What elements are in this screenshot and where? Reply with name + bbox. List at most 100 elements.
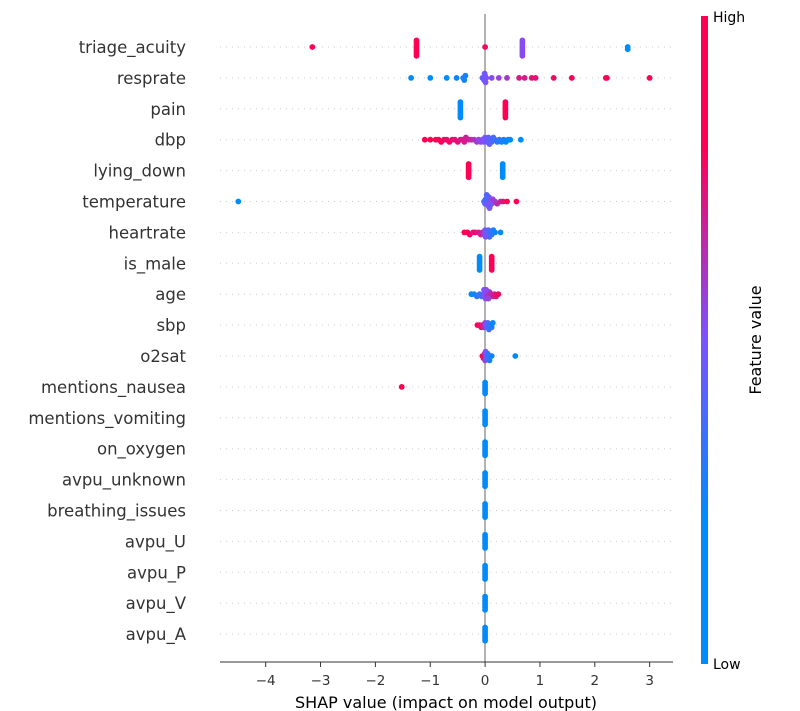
feature-label-age: age [155, 285, 186, 304]
point-resprate-0 [408, 75, 414, 81]
feature-label-temperature: temperature [82, 193, 186, 212]
x-tick-label-3: −1 [420, 673, 440, 689]
point-o2sat-9 [488, 353, 495, 359]
point-resprate-13 [488, 75, 495, 81]
point-age-18 [485, 295, 492, 302]
point-temperature-13 [482, 196, 489, 203]
point-resprate-6 [462, 72, 469, 79]
point-avpu-v-6 [482, 593, 488, 600]
point-dbp-1 [427, 136, 434, 143]
point-pain-7 [457, 114, 464, 121]
point-resprate-20 [550, 75, 557, 81]
feature-rows: triage_acuity resprate pain dbp lying_downte… [28, 38, 673, 645]
point-avpu-a-6 [482, 624, 488, 631]
colorbar-low-label: Low [713, 657, 741, 673]
feature-label-is-male: is_male [124, 254, 186, 274]
point-dbp-39 [517, 136, 524, 143]
point-mentions-vomiting-5 [482, 421, 488, 428]
x-tick-label-6: 2 [591, 673, 600, 689]
point-avpu-unknown-5 [482, 483, 488, 490]
x-tick-label-1: −3 [311, 673, 331, 689]
point-mentions-nausea-0 [398, 384, 405, 390]
point-breathing-issues-6 [482, 501, 488, 507]
colorbar-gradient [701, 16, 708, 664]
point-is-male-6 [476, 253, 483, 260]
point-breathing-issues-5 [482, 514, 488, 520]
point-avpu-unknown-6 [482, 470, 488, 476]
point-triage-acuity-0 [309, 44, 316, 50]
point-is-male-13 [488, 253, 495, 260]
feature-label-dbp: dbp [155, 131, 186, 150]
point-mentions-vomiting-6 [482, 408, 488, 415]
feature-label-triage-acuity: triage_acuity [79, 38, 187, 58]
feature-label-o2sat: o2sat [140, 347, 186, 366]
point-pain-15 [502, 114, 509, 121]
point-resprate-12 [481, 70, 488, 77]
x-tick-label-4: 0 [481, 673, 490, 689]
x-tick-label-5: 1 [536, 673, 545, 689]
feature-label-avpu-u: avpu_U [125, 532, 186, 552]
x-axis-ticks: −4 −3 −2 −1 0 1 2 3 [256, 662, 654, 689]
point-o2sat-10 [512, 353, 519, 359]
point-avpu-p-6 [482, 562, 488, 569]
point-resprate-23 [604, 75, 610, 81]
point-o2sat-8 [486, 357, 493, 364]
feature-label-mentions-vomiting: mentions_vomiting [28, 409, 186, 429]
point-resprate-3 [453, 75, 460, 81]
point-pain-6 [457, 99, 464, 106]
point-sbp-11 [488, 324, 495, 331]
point-avpu-p-5 [482, 576, 488, 582]
point-temperature-12 [483, 192, 490, 198]
point-temperature-20 [513, 198, 520, 205]
feature-label-pain: pain [150, 100, 186, 119]
point-mentions-nausea-6 [482, 390, 488, 397]
point-age-17 [495, 291, 502, 298]
point-pain-14 [502, 99, 509, 106]
point-resprate-10 [483, 75, 490, 81]
point-resprate-2 [443, 75, 450, 81]
feature-label-avpu-v: avpu_V [126, 594, 187, 614]
point-avpu-a-5 [482, 637, 488, 644]
feature-label-resprate: resprate [117, 69, 186, 88]
point-on-oxygen-6 [482, 439, 488, 445]
point-resprate-21 [568, 75, 575, 81]
point-dbp-38 [507, 136, 514, 143]
point-resprate-1 [427, 75, 434, 81]
point-sbp-12 [489, 320, 496, 326]
x-axis: −4 −3 −2 −1 0 1 2 3 SHAP value (impact on model… [220, 661, 673, 711]
feature-label-avpu-a: avpu_A [126, 625, 187, 645]
point-avpu-u-6 [482, 531, 488, 538]
point-triage-acuity-17 [519, 52, 526, 59]
point-avpu-v-5 [482, 606, 488, 613]
point-dbp-0 [421, 136, 428, 143]
point-resprate-24 [646, 75, 653, 81]
point-resprate-15 [504, 75, 510, 81]
point-temperature-19 [504, 198, 510, 205]
x-axis-title: SHAP value (impact on model output) [295, 693, 597, 711]
point-resprate-16 [516, 75, 522, 81]
x-tick-label-7: 3 [645, 673, 654, 689]
point-heartrate-18 [492, 229, 498, 236]
point-temperature-0 [235, 198, 242, 205]
point-is-male-5 [476, 267, 483, 273]
point-triage-acuity-8 [413, 52, 420, 59]
point-triage-acuity-19 [624, 46, 631, 53]
x-tick-label-0: −4 [256, 673, 276, 689]
point-resprate-14 [495, 75, 502, 81]
shap-points [235, 37, 653, 644]
feature-label-avpu-p: avpu_P [127, 563, 186, 583]
point-age-19 [483, 286, 490, 293]
point-triage-acuity-7 [413, 37, 420, 44]
point-on-oxygen-5 [482, 452, 488, 459]
feature-label-sbp: sbp [156, 316, 186, 335]
feature-label-lying-down: lying_down [93, 162, 186, 182]
feature-label-mentions-nausea: mentions_nausea [41, 378, 186, 398]
feature-label-avpu-unknown: avpu_unknown [62, 471, 186, 491]
point-heartrate-19 [497, 229, 504, 236]
point-triage-acuity-9 [482, 44, 488, 50]
point-resprate-5 [461, 77, 468, 83]
feature-label-heartrate: heartrate [109, 223, 187, 242]
point-avpu-u-5 [482, 545, 488, 551]
x-tick-label-2: −2 [365, 673, 385, 689]
point-dbp-13 [461, 139, 468, 145]
